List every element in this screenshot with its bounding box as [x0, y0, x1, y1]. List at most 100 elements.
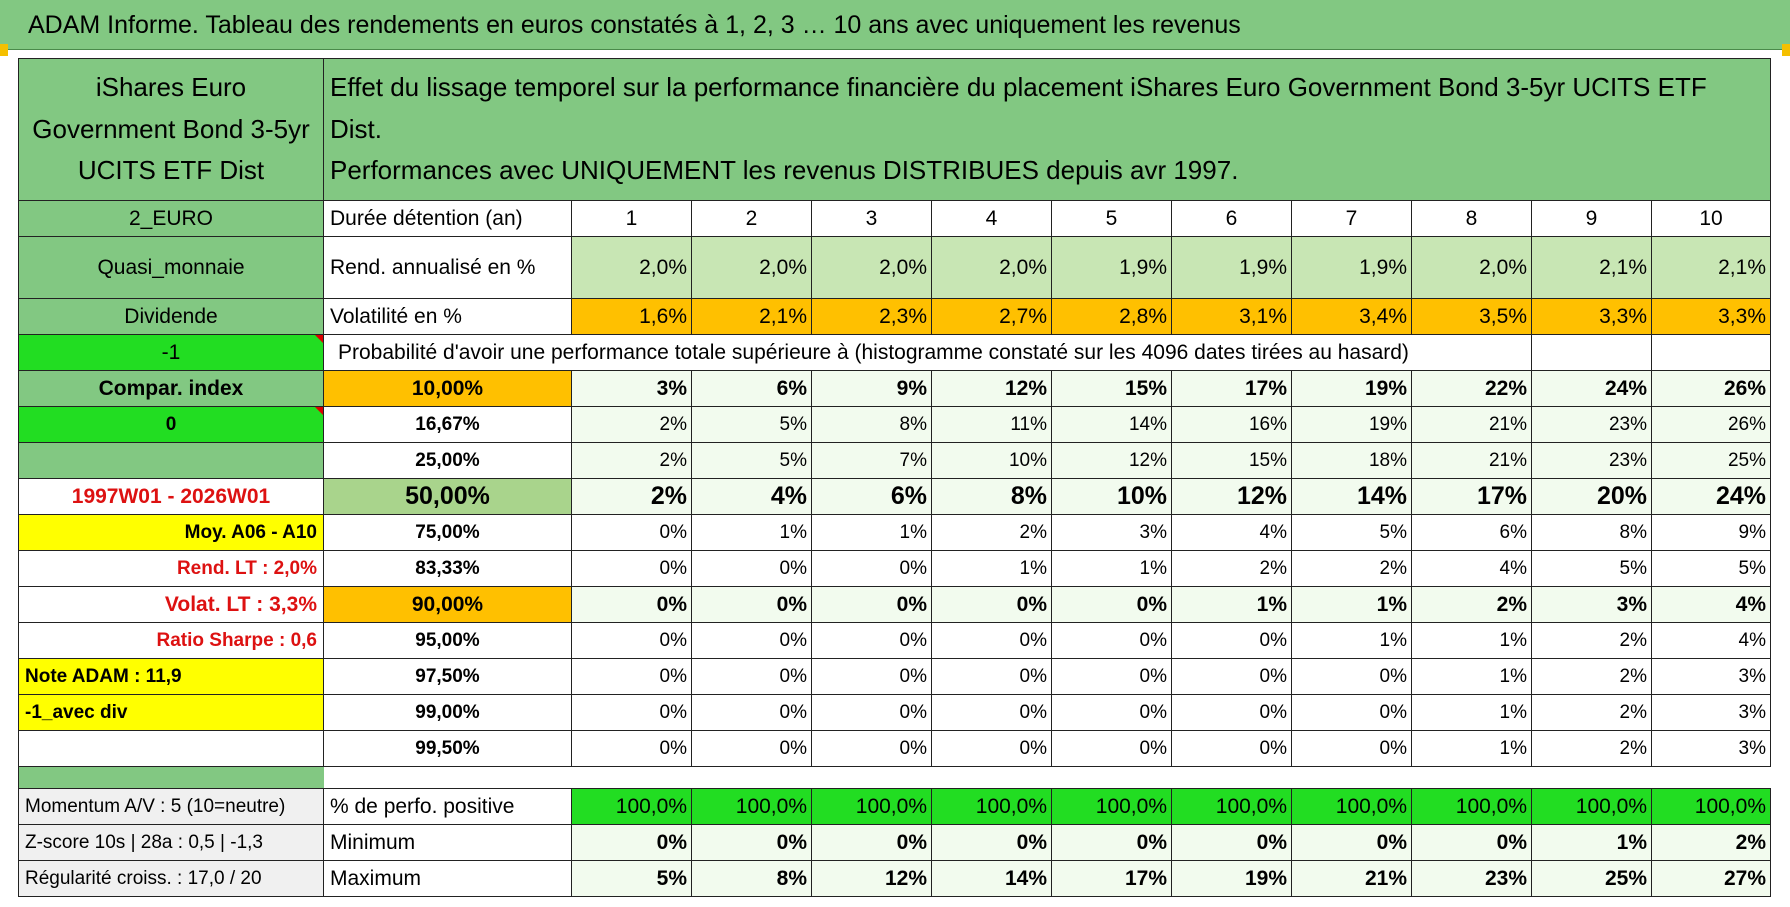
probability-cell: 0%	[931, 657, 1052, 695]
percentile-row: 25,00% 2% 5% 7% 10% 12% 15% 18% 21% 23% 25%	[18, 441, 1771, 479]
probability-cell: 0%	[571, 513, 692, 551]
minimum-cell: 0%	[691, 823, 812, 861]
minimum-cell: 0%	[1171, 823, 1292, 861]
minimum-cell: 0%	[571, 823, 692, 861]
probability-cell: 0%	[691, 549, 812, 587]
maximum-cell: 8%	[691, 859, 812, 897]
empty-cell	[1651, 333, 1771, 371]
probability-cell: 1%	[1291, 621, 1412, 659]
volatility-cell: 3,3%	[1651, 297, 1771, 335]
probability-cell: 8%	[811, 405, 932, 443]
positive-share-cell: 100,0%	[811, 787, 932, 825]
positive-share-cell: 100,0%	[1411, 787, 1532, 825]
positive-share-cell: 100,0%	[571, 787, 692, 825]
probability-cell: 10%	[931, 441, 1052, 479]
side-label: Note ADAM : 11,9	[18, 657, 324, 695]
probability-cell: 0%	[1171, 657, 1292, 695]
probability-cell: 4%	[1651, 585, 1771, 623]
probability-cell: 20%	[1531, 477, 1652, 515]
volatility-cell: 3,5%	[1411, 297, 1532, 335]
percentile-row: Compar. index 10,00% 3% 6% 9% 12% 15% 17% 19% 22%…	[18, 369, 1771, 407]
probability-cell: 0%	[1051, 729, 1172, 767]
probability-cell: 0%	[571, 693, 692, 731]
summary-row: Z-score 10s | 28a : 0,5 | -1,3 Minimum 0% 0…	[18, 823, 1771, 861]
probability-cell: 9%	[1651, 513, 1771, 551]
probability-cell: 0%	[691, 729, 812, 767]
probability-cell: 0%	[811, 693, 932, 731]
minimum-cell: 0%	[1051, 823, 1172, 861]
probability-cell: 0%	[811, 549, 932, 587]
probability-cell: 4%	[1411, 549, 1532, 587]
return-cell: 2,0%	[811, 235, 932, 299]
probability-cell: 21%	[1411, 405, 1532, 443]
percentile-row: 0 16,67% 2% 5% 8% 11% 14% 16% 19% 21% 23% 26%	[18, 405, 1771, 443]
duration-cell: 5	[1051, 199, 1172, 237]
probability-cell: 1%	[691, 513, 812, 551]
probability-cell: 3%	[1651, 693, 1771, 731]
probability-cell: 17%	[1411, 477, 1532, 515]
side-label: Z-score 10s | 28a : 0,5 | -1,3	[18, 823, 324, 861]
empty-cell	[1531, 333, 1652, 371]
percentile-row: Note ADAM : 11,9 97,50% 0% 0% 0% 0% 0% 0% 0% 1% 2%…	[18, 657, 1771, 695]
probability-cell: 4%	[1651, 621, 1771, 659]
probability-cell: 26%	[1651, 405, 1771, 443]
probability-cell: 0%	[571, 585, 692, 623]
volatility-cell: 2,3%	[811, 297, 932, 335]
probability-cell: 0%	[811, 621, 932, 659]
probability-cell: 1%	[1411, 693, 1532, 731]
corner-marker-left	[0, 44, 8, 56]
side-label: Momentum A/V : 5 (10=neutre)	[18, 787, 324, 825]
spacer-cell	[324, 766, 1771, 788]
maximum-cell: 25%	[1531, 859, 1652, 897]
probability-cell: 12%	[1051, 441, 1172, 479]
duration-cell: 2	[691, 199, 812, 237]
probability-cell: 14%	[1051, 405, 1172, 443]
probability-cell: 24%	[1531, 369, 1652, 407]
probability-cell: 2%	[931, 513, 1052, 551]
volatility-cell: 2,8%	[1051, 297, 1172, 335]
probability-cell: 1%	[931, 549, 1052, 587]
probability-cell: 3%	[1651, 657, 1771, 695]
volatility-cell: 3,1%	[1171, 297, 1292, 335]
summary-row: Régularité croiss. : 17,0 / 20 Maximum 5% 8…	[18, 859, 1771, 897]
volatility-row: Dividende Volatilité en % 1,6% 2,1% 2,3%…	[18, 297, 1771, 335]
minimum-cell: 0%	[1291, 823, 1412, 861]
side-label: -1_avec div	[18, 693, 324, 731]
row-label: Durée détention (an)	[323, 199, 572, 237]
probability-cell: 0%	[691, 693, 812, 731]
probability-cell: 25%	[1651, 441, 1771, 479]
probability-cell: 0%	[1051, 621, 1172, 659]
probability-cell: 22%	[1411, 369, 1532, 407]
probability-cell: 3%	[1651, 729, 1771, 767]
probability-cell: 2%	[1531, 729, 1652, 767]
probability-cell: 0%	[691, 585, 812, 623]
probability-cell: 0%	[691, 621, 812, 659]
probability-cell: 3%	[1531, 585, 1652, 623]
probability-cell: 1%	[1411, 621, 1532, 659]
percentile-row: Rend. LT : 2,0% 83,33% 0% 0% 0% 1% 1% 2% 2% 4% 5% 5…	[18, 549, 1771, 587]
percentile-row: 99,50% 0% 0% 0% 0% 0% 0% 0% 1% 2% 3%	[18, 729, 1771, 767]
side-label	[18, 441, 324, 479]
probability-cell: 0%	[1291, 729, 1412, 767]
row-label: Rend. annualisé en %	[323, 235, 572, 299]
probability-cell: 8%	[1531, 513, 1652, 551]
minimum-cell: 0%	[931, 823, 1052, 861]
probability-cell: 0%	[931, 693, 1052, 731]
probability-cell: 0%	[811, 657, 932, 695]
positive-share-cell: 100,0%	[1291, 787, 1412, 825]
percentile-threshold: 10,00%	[323, 369, 572, 407]
annual-return-row: Quasi_monnaie Rend. annualisé en % 2,0% …	[18, 235, 1771, 299]
duration-cell: 8	[1411, 199, 1532, 237]
description-line-1: Effet du lissage temporel sur la perform…	[330, 72, 1707, 144]
spacer-row	[18, 765, 1771, 789]
table-description-cell: Effet du lissage temporel sur la perform…	[323, 58, 1771, 201]
volatility-cell: 3,3%	[1531, 297, 1652, 335]
side-label: Dividende	[18, 297, 324, 335]
percentile-threshold: 75,00%	[323, 513, 572, 551]
probability-cell: 0%	[1171, 621, 1292, 659]
side-label: Régularité croiss. : 17,0 / 20	[18, 859, 324, 897]
probability-cell: 18%	[1291, 441, 1412, 479]
probability-cell: 19%	[1291, 369, 1412, 407]
probability-cell: 0%	[571, 657, 692, 695]
duration-cell: 4	[931, 199, 1052, 237]
